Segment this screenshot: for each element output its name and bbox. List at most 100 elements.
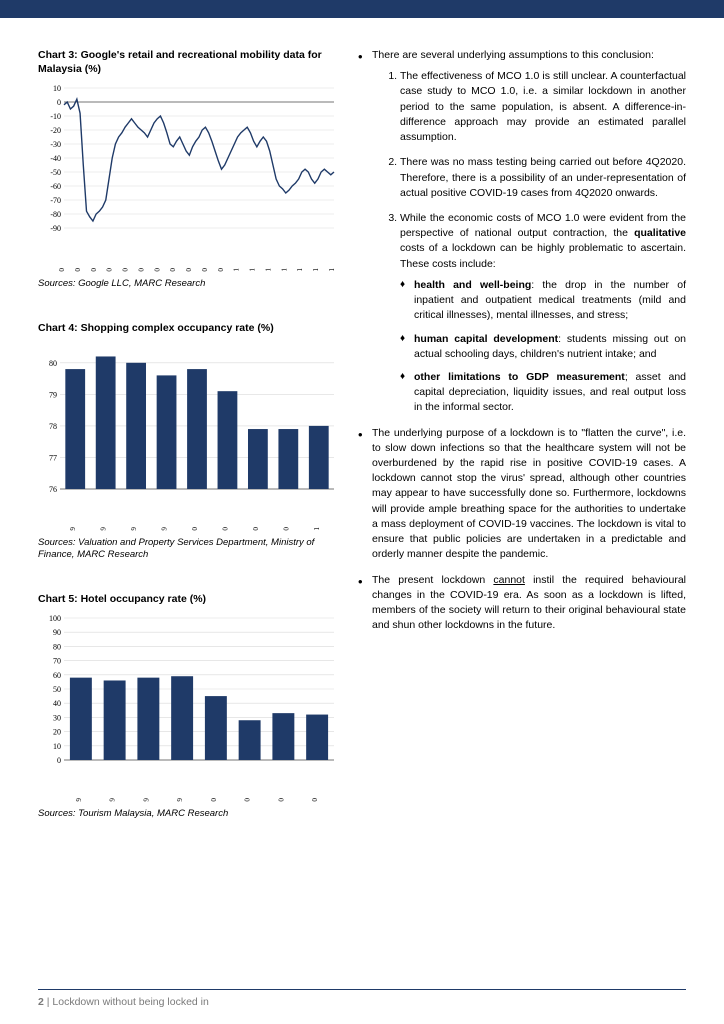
svg-text:-90: -90 [50,224,61,233]
bullet-1-text: There are several underlying assumptions… [372,49,654,61]
svg-text:-50: -50 [50,168,61,177]
chart-3-svg: -90 -80 -70 -60 -50 -40 -30 -20 -10 0 10 Feb-20 Mar-… [38,82,338,272]
sub-3-bold: other limitations to GDP measurement [414,371,625,383]
svg-text:0: 0 [57,98,61,107]
svg-text:Oct-20: Oct-20 [185,268,193,272]
svg-text:3Q2020: 3Q2020 [277,797,285,801]
page-content: Chart 3: Google's retail and recreationa… [0,18,724,850]
num-3: While the economic costs of MCO 1.0 were… [400,211,686,416]
svg-text:79: 79 [49,390,57,399]
page-footer: 2 | Lockdown without being locked in [38,989,686,1008]
chart-3-sources: Sources: Google LLC, MARC Research [38,278,338,290]
svg-text:Apr-20: Apr-20 [90,268,98,272]
footer-rule [38,989,686,990]
svg-text:50: 50 [53,685,61,694]
svg-text:1Q2019: 1Q2019 [69,526,77,530]
right-column: There are several underlying assumptions… [358,48,686,850]
svg-text:Aug-20: Aug-20 [153,268,161,272]
chart-5: Chart 5: Hotel occupancy rate (%) 0 10 20 3… [38,592,338,821]
svg-text:1Q2019: 1Q2019 [75,797,83,801]
svg-text:3Q2020: 3Q2020 [252,526,260,530]
svg-text:Sep-20: Sep-20 [169,268,177,272]
svg-text:4Q2019: 4Q2019 [161,526,169,530]
svg-text:Jul-21: Jul-21 [328,268,336,272]
chart-4-sources: Sources: Valuation and Property Services… [38,537,338,562]
svg-text:90: 90 [53,628,61,637]
svg-text:10: 10 [53,742,61,751]
svg-text:76: 76 [49,485,57,494]
chart-5-title: Chart 5: Hotel occupancy rate (%) [38,592,338,606]
footer-text: 2 | Lockdown without being locked in [38,996,686,1008]
bullet-2: The underlying purpose of a lockdown is … [358,426,686,563]
sub-1: health and well-being: the drop in the n… [400,278,686,324]
svg-text:2Q2020: 2Q2020 [221,526,229,530]
header-bar [0,0,724,18]
svg-text:Mar-21: Mar-21 [264,268,272,272]
svg-text:-80: -80 [50,210,61,219]
body-bullets: There are several underlying assumptions… [358,48,686,633]
svg-text:1Q2020: 1Q2020 [191,526,199,530]
svg-text:Jul-20: Jul-20 [137,268,145,272]
svg-text:-60: -60 [50,182,61,191]
svg-text:80: 80 [49,359,57,368]
svg-text:3Q2019: 3Q2019 [142,797,150,801]
num-3-bold: qualitative [634,227,686,239]
svg-text:-40: -40 [50,154,61,163]
svg-text:30: 30 [53,713,61,722]
num-1: The effectiveness of MCO 1.0 is still un… [400,69,686,145]
svg-text:4Q2020: 4Q2020 [282,526,290,530]
svg-text:1Q2021: 1Q2021 [313,526,321,530]
svg-text:Jun-20: Jun-20 [122,268,130,272]
svg-text:-70: -70 [50,196,61,205]
svg-text:2Q2020: 2Q2020 [244,797,252,801]
svg-text:4Q2020: 4Q2020 [311,797,319,801]
bullet-3-underline: cannot [493,574,525,586]
svg-text:78: 78 [49,422,57,431]
num-list: The effectiveness of MCO 1.0 is still un… [372,69,686,415]
sub-2-bold: human capital development [414,333,558,345]
chart-4: Chart 4: Shopping complex occupancy rate… [38,321,338,562]
left-column: Chart 3: Google's retail and recreationa… [38,48,338,850]
svg-text:80: 80 [53,642,61,651]
bullet-3: The present lockdown cannot instil the r… [358,573,686,634]
svg-text:May-21: May-21 [296,268,304,272]
svg-text:0: 0 [57,756,61,765]
chart-4-title: Chart 4: Shopping complex occupancy rate… [38,321,338,335]
svg-text:2Q2019: 2Q2019 [109,797,117,801]
chart-3-title: Chart 3: Google's retail and recreationa… [38,48,338,76]
svg-text:Apr-21: Apr-21 [280,268,288,272]
svg-text:1Q2020: 1Q2020 [210,797,218,801]
svg-text:40: 40 [53,699,61,708]
svg-text:Nov-20: Nov-20 [201,268,209,272]
svg-text:Jan-21: Jan-21 [233,268,241,272]
num-2: There was no mass testing being carried … [400,155,686,201]
svg-text:20: 20 [53,727,61,736]
svg-text:Mar-20: Mar-20 [74,268,82,272]
bullet-3-a: The present lockdown [372,574,493,586]
sub-1-bold: health and well-being [414,279,531,291]
num-3-rest: costs of a lockdown can be highly proble… [400,242,686,269]
sub-3: other limitations to GDP measurement; as… [400,370,686,416]
svg-text:60: 60 [53,671,61,680]
chart-3: Chart 3: Google's retail and recreationa… [38,48,338,291]
svg-text:-10: -10 [50,112,61,121]
svg-text:70: 70 [53,656,61,665]
chart-5-svg: 0 10 20 30 40 50 60 70 80 90 100 1Q2019 2Q2019 3Q2019… [38,612,338,802]
svg-text:-20: -20 [50,126,61,135]
svg-text:3Q2019: 3Q2019 [130,526,138,530]
chart-5-sources: Sources: Tourism Malaysia, MARC Research [38,808,338,820]
svg-text:100: 100 [49,614,61,623]
svg-text:10: 10 [53,84,61,93]
svg-text:Dec-20: Dec-20 [217,268,225,272]
svg-text:May-20: May-20 [106,268,114,272]
footer-title: Lockdown without being locked in [52,996,208,1008]
bullet-1: There are several underlying assumptions… [358,48,686,416]
svg-text:77: 77 [49,453,57,462]
svg-text:2Q2019: 2Q2019 [100,526,108,530]
svg-text:4Q2019: 4Q2019 [176,797,184,801]
svg-text:-30: -30 [50,140,61,149]
sub-2: human capital development: students miss… [400,332,686,362]
chart-4-svg: 76 77 78 79 80 1Q2019 2Q2019 3Q2019 4Q2019 1Q2020… [38,341,338,531]
sub-list: health and well-being: the drop in the n… [400,278,686,416]
svg-text:Feb-20: Feb-20 [58,268,66,272]
